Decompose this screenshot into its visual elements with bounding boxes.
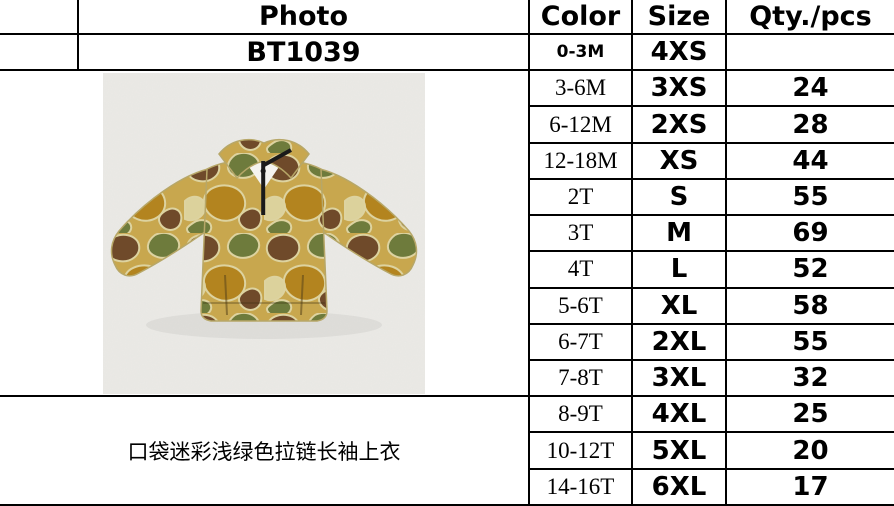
header-size: Size xyxy=(633,0,727,35)
header-photo: Photo xyxy=(79,0,530,35)
qty-cell: 24 xyxy=(727,71,894,108)
qty-cell: 58 xyxy=(727,289,894,325)
size-cell: 3XS xyxy=(633,71,727,108)
qty-cell: 25 xyxy=(727,397,894,434)
color-cell: 8-9T xyxy=(530,397,633,434)
size-cell: 4XS xyxy=(633,35,727,72)
corner-cell xyxy=(0,0,79,35)
qty-cell: 32 xyxy=(727,361,894,398)
header-color: Color xyxy=(530,0,633,35)
size-cell: 2XL xyxy=(633,324,727,361)
qty-cell: 17 xyxy=(727,470,894,506)
qty-cell: 52 xyxy=(727,252,894,289)
product-code: BT1039 xyxy=(79,35,530,72)
camo-pullover-photo xyxy=(103,72,425,394)
size-cell: 4XL xyxy=(633,397,727,434)
qty-cell: 55 xyxy=(727,180,894,217)
color-cell: 14-16T xyxy=(530,469,633,506)
color-cell: 0-3M xyxy=(530,35,633,72)
qty-cell: 20 xyxy=(727,433,894,470)
color-cell: 6-12M xyxy=(530,107,633,144)
color-cell: 4T xyxy=(530,252,633,289)
size-cell: XL xyxy=(633,288,727,325)
color-cell: 7-8T xyxy=(530,360,633,398)
size-cell: XS xyxy=(633,143,727,180)
qty-cell: 55 xyxy=(727,325,894,361)
size-cell: L xyxy=(633,252,727,289)
color-cell: 5-6T xyxy=(530,288,633,325)
color-cell: 3-6M xyxy=(530,71,633,108)
color-cell: 12-18M xyxy=(530,143,633,180)
color-cell: 10-12T xyxy=(530,433,633,470)
color-cell: 2T xyxy=(530,179,633,217)
size-cell: 6XL xyxy=(633,469,727,506)
product-photo-cell xyxy=(0,71,530,398)
size-cell: M xyxy=(633,216,727,253)
corner-cell-2 xyxy=(0,35,79,72)
color-cell: 6-7T xyxy=(530,324,633,361)
header-qty: Qty./pcs xyxy=(727,0,894,35)
size-cell: S xyxy=(633,179,727,217)
qty-cell: 28 xyxy=(727,107,894,144)
qty-cell: 44 xyxy=(727,144,894,180)
size-cell: 2XS xyxy=(633,107,727,144)
size-cell: 5XL xyxy=(633,433,727,470)
product-description: 口袋迷彩浅绿色拉链长袖上衣 xyxy=(0,397,530,506)
size-cell: 3XL xyxy=(633,360,727,398)
qty-cell xyxy=(727,35,894,72)
color-cell: 3T xyxy=(530,216,633,253)
qty-cell: 69 xyxy=(727,216,894,253)
